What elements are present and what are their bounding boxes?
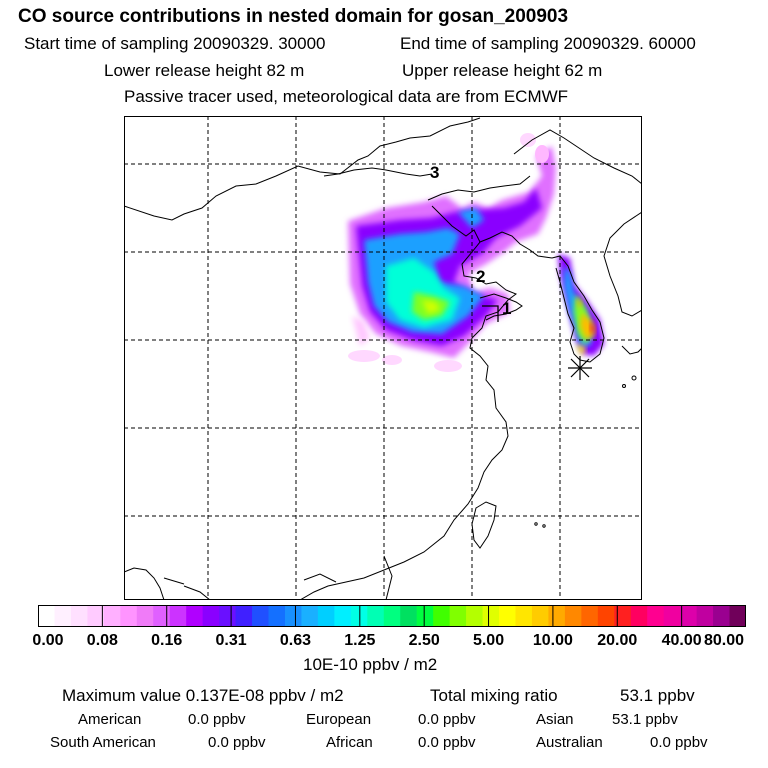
colorbar-cell [54,605,72,627]
source-value-australian: 0.0 ppbv [650,734,708,751]
colorbar-cell [87,605,105,627]
colorbar-cell [219,605,237,627]
source-name-european: European [306,711,372,728]
source-value-south-american: 0.0 ppbv [208,734,266,751]
source-value-european: 0.0 ppbv [418,711,476,728]
colorbar-cell [120,605,138,627]
colorbar-cell [663,605,681,627]
colorbar-cell [169,605,187,627]
colorbar-tick-label: 1.25 [344,632,376,649]
receptor-asterisk-icon [568,356,592,380]
colorbar-cell [136,605,154,627]
location-label-1: 1 [502,299,511,318]
source-name-african: African [326,734,373,751]
total-mixing-ratio-label: Total mixing ratio [430,686,558,705]
colorbar-cell [383,605,401,627]
colorbar-cell [531,605,549,627]
total-mixing-ratio-value: 53.1 ppbv [620,686,695,705]
colorbar-cell [515,605,533,627]
maximum-value: Maximum value 0.137E-08 ppbv / m2 [62,686,344,705]
colorbar-cell [103,605,121,627]
coastlines [124,117,642,600]
colorbar-cell [202,605,220,627]
source-name-american: American [78,711,142,728]
map-frame [124,116,642,600]
colorbar-cell [630,605,648,627]
colorbar-cell [729,605,746,627]
figure-title: CO source contributions in nested domain… [18,6,569,27]
colorbar-cell [38,605,55,627]
lat-lon-grid [124,116,642,600]
colorbar-cell [284,605,302,627]
colorbar-cell [317,605,335,627]
colorbar-cell [696,605,714,627]
colorbar-tick-label: 80.00 [703,632,745,649]
source-value-african: 0.0 ppbv [418,734,476,751]
colorbar-cell [482,605,500,627]
source-value-asian: 53.1 ppbv [612,711,678,728]
location-label-3: 3 [430,163,439,182]
colorbar-cell [449,605,467,627]
colorbar-cell [416,605,434,627]
colorbar-cell [499,605,516,627]
colorbar-tick-label: 0.63 [279,632,312,649]
colorbar-cell [268,605,286,627]
colorbar-cell [235,605,253,627]
tracer-note: Passive tracer used, meteorological data… [124,87,569,106]
source-value-american: 0.0 ppbv [188,711,246,728]
colorbar-cell [252,605,270,627]
trajectory-markers [482,305,499,322]
colorbar-units: 10E-10 ppbv / m2 [303,655,438,674]
colorbar-cell [153,605,171,627]
colorbar-cell [466,605,484,627]
colorbar-tick-label: 0.31 [215,632,247,649]
colorbar-tick-label: 0.00 [32,632,64,649]
colorbar-cell [680,605,698,627]
map-panel: 1 2 3 [124,116,642,600]
colorbar-tick-label: 40.00 [661,632,702,649]
colorbar-tick-label: 10.00 [532,632,573,649]
colorbar-cell [597,605,615,627]
source-name-south-american: South American [50,734,156,751]
colorbar-cell [614,605,632,627]
colorbar-cell [186,605,204,627]
colorbar-cell [301,605,319,627]
colorbar-cell [581,605,599,627]
upper-release-height: Upper release height 62 m [402,61,603,80]
location-label-2: 2 [476,267,485,286]
source-name-australian: Australian [536,734,603,751]
start-time: Start time of sampling 20090329. 30000 [24,34,326,53]
colorbar-tick-label: 0.08 [86,632,118,649]
colorbar-tick-label: 20.00 [597,632,638,649]
colorbar-tick-label: 2.50 [408,632,440,649]
source-name-asian: Asian [536,711,574,728]
colorbar-tick-label: 0.16 [151,632,183,649]
colorbar-tick-label: 5.00 [472,632,505,649]
colorbar [38,605,746,627]
colorbar-cell [70,605,88,627]
colorbar-cell [433,605,451,627]
colorbar-cell [334,605,352,627]
colorbar-cell [713,605,731,627]
end-time: End time of sampling 20090329. 60000 [400,34,696,53]
colorbar-cell [367,605,385,627]
colorbar-cell [564,605,582,627]
colorbar-cell [400,605,418,627]
colorbar-cell [548,605,566,627]
colorbar-cell [647,605,665,627]
lower-release-height: Lower release height 82 m [104,61,305,80]
